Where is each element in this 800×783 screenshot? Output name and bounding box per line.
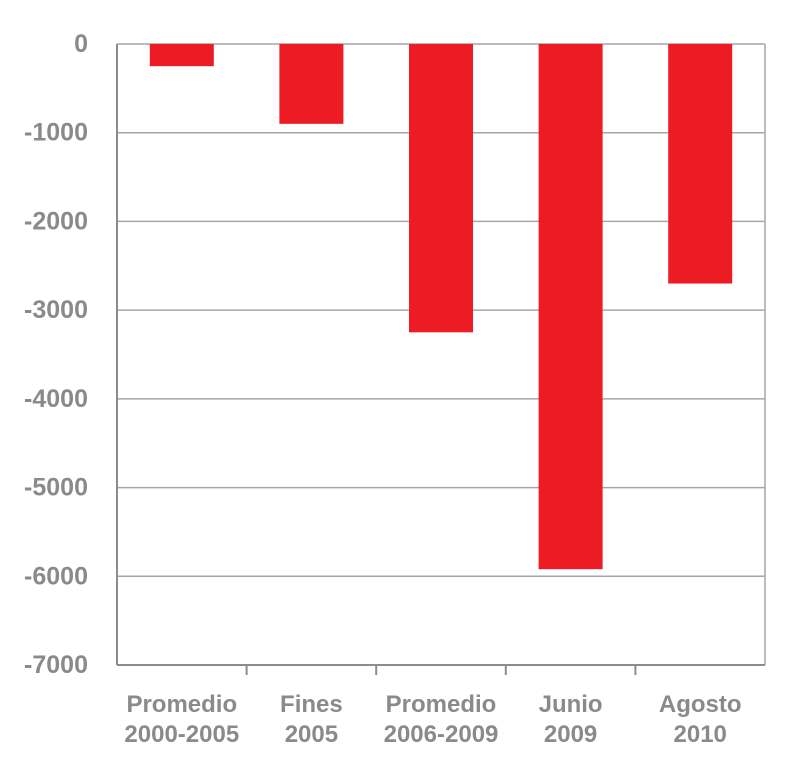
x-category-label-line: Promedio bbox=[386, 691, 497, 718]
x-category-label: Promedio 2000-2005 bbox=[124, 691, 239, 748]
x-category-label-line: 2000-2005 bbox=[124, 721, 239, 748]
x-category-label-line: Agosto bbox=[659, 691, 742, 718]
x-category-label-line: Junio bbox=[539, 691, 603, 718]
y-tick-label: -1000 bbox=[24, 119, 88, 147]
y-tick-label: -6000 bbox=[24, 562, 88, 590]
y-tick-label: -3000 bbox=[24, 296, 88, 324]
x-category-label-line: Fines bbox=[280, 691, 343, 718]
bar bbox=[279, 44, 344, 124]
bars bbox=[149, 44, 733, 570]
x-category-label: Agosto 2010 bbox=[659, 691, 742, 748]
bar bbox=[149, 44, 214, 67]
y-tick-label: 0 bbox=[74, 30, 88, 58]
y-tick-label: -5000 bbox=[24, 474, 88, 502]
x-category-label-line: Promedio bbox=[126, 691, 237, 718]
y-tick-labels: 0 -1000 -2000 -3000 -4000 -5000 -6000 -7000 bbox=[24, 30, 88, 679]
x-category-label: Junio 2009 bbox=[539, 691, 603, 748]
x-category-label-line: 2005 bbox=[285, 721, 338, 748]
x-category-label: Promedio 2006-2009 bbox=[384, 691, 499, 748]
y-tick-label: -7000 bbox=[24, 651, 88, 679]
bar bbox=[668, 44, 733, 284]
y-tick-label: -4000 bbox=[24, 385, 88, 413]
x-category-label: Fines 2005 bbox=[280, 691, 343, 748]
bar bbox=[409, 44, 473, 333]
x-category-label-line: 2009 bbox=[544, 721, 597, 748]
axes bbox=[116, 44, 766, 675]
x-category-label-line: 2006-2009 bbox=[384, 721, 499, 748]
y-tick-label: -2000 bbox=[24, 207, 88, 235]
x-category-label-line: 2010 bbox=[674, 721, 727, 748]
x-category-labels: Promedio 2000-2005 Fines 2005 Promedio 2006-2… bbox=[124, 691, 741, 748]
bar bbox=[538, 44, 603, 570]
